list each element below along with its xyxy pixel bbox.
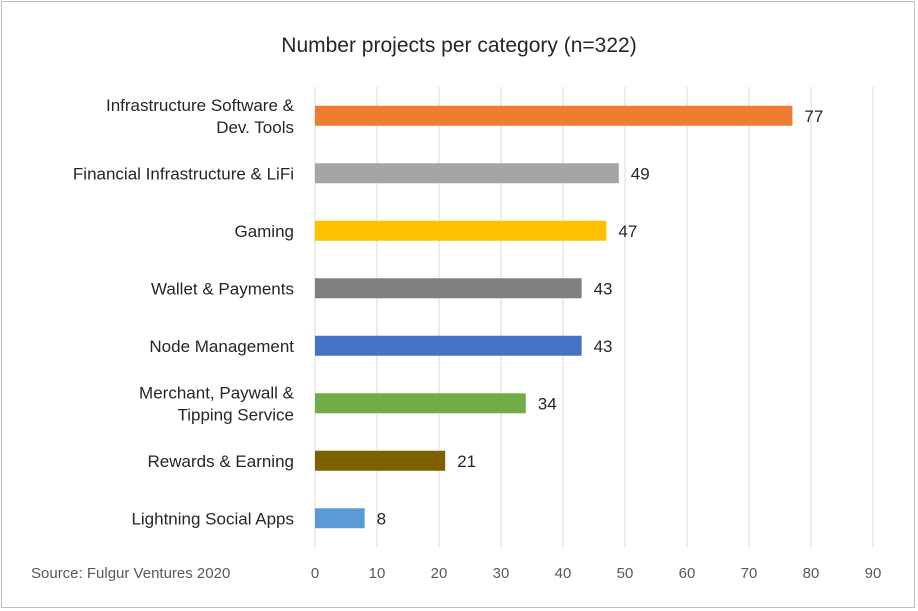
bar bbox=[315, 450, 446, 471]
x-tick-label: 90 bbox=[865, 565, 882, 582]
data-label: 8 bbox=[377, 509, 386, 528]
x-tick-label: 20 bbox=[431, 565, 448, 582]
data-label: 21 bbox=[457, 452, 476, 471]
x-tick-label: 70 bbox=[741, 565, 758, 582]
data-label: 77 bbox=[804, 107, 823, 126]
bar bbox=[315, 220, 607, 241]
y-tick-label: Lightning Social Apps bbox=[131, 509, 294, 528]
x-tick-label: 60 bbox=[679, 565, 696, 582]
data-label: 47 bbox=[618, 222, 637, 241]
y-tick-label: Node Management bbox=[149, 337, 294, 356]
data-label: 43 bbox=[594, 337, 613, 356]
y-tick-label: Tipping Service bbox=[177, 405, 294, 424]
data-label: 49 bbox=[631, 164, 650, 183]
data-label: 34 bbox=[538, 394, 557, 413]
x-tick-label: 0 bbox=[311, 565, 319, 582]
x-tick-label: 30 bbox=[493, 565, 510, 582]
bar bbox=[315, 393, 526, 414]
bar bbox=[315, 335, 582, 356]
source-note: Source: Fulgur Ventures 2020 bbox=[31, 565, 231, 582]
x-tick-label: 40 bbox=[555, 565, 572, 582]
y-tick-label: Wallet & Payments bbox=[151, 279, 294, 298]
y-tick-label: Rewards & Earning bbox=[148, 452, 294, 471]
bar bbox=[315, 105, 793, 126]
y-tick-label: Infrastructure Software & bbox=[106, 96, 295, 115]
x-tick-label: 80 bbox=[803, 565, 820, 582]
x-tick-label: 10 bbox=[369, 565, 386, 582]
bar bbox=[315, 163, 619, 184]
x-tick-label: 50 bbox=[617, 565, 634, 582]
data-label: 43 bbox=[594, 279, 613, 298]
y-tick-label: Dev. Tools bbox=[216, 118, 294, 137]
y-tick-label: Merchant, Paywall & bbox=[139, 383, 295, 402]
y-tick-label: Gaming bbox=[234, 222, 294, 241]
bar bbox=[315, 508, 365, 529]
bar bbox=[315, 278, 582, 299]
y-tick-label: Financial Infrastructure & LiFi bbox=[73, 164, 294, 183]
chart-title: Number projects per category (n=322) bbox=[281, 34, 637, 57]
